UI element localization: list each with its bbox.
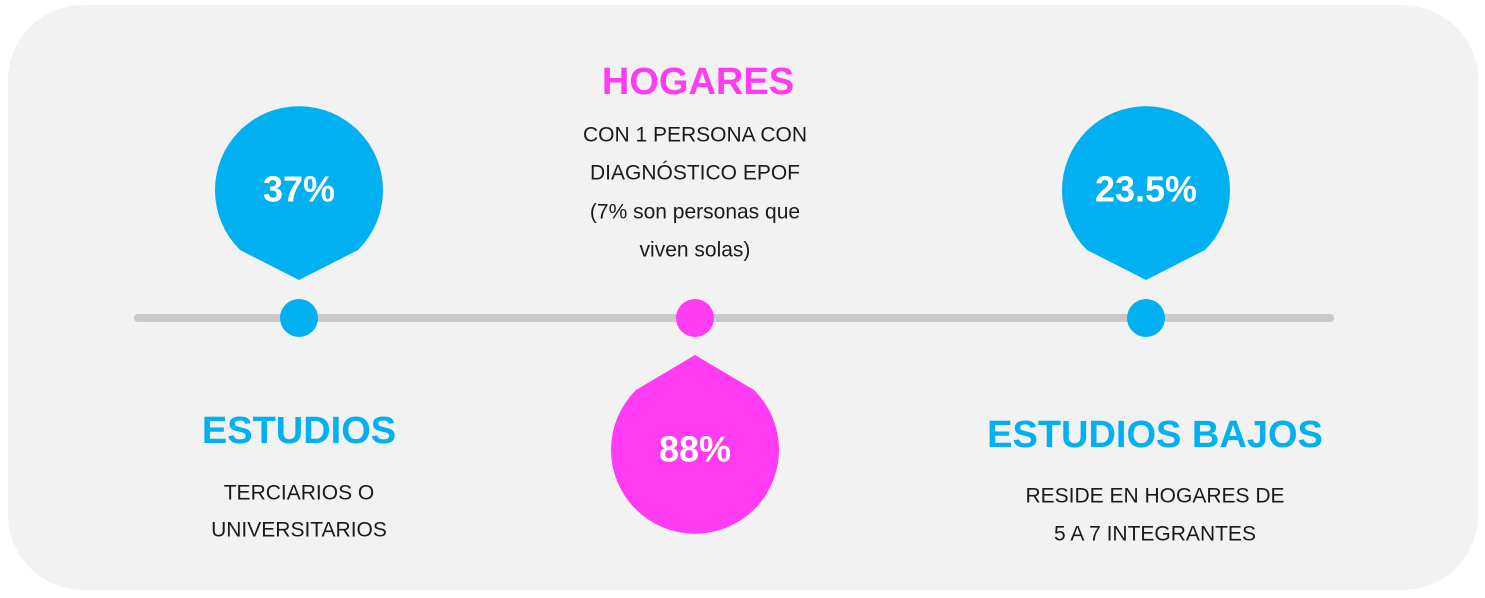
- text-line: TERCIARIOS O: [224, 482, 375, 505]
- value: 88%: [659, 429, 731, 470]
- timeline-dot: [1127, 299, 1165, 337]
- bubble: [215, 106, 384, 280]
- heading: HOGARES: [602, 61, 794, 103]
- timeline-dot: [280, 299, 318, 337]
- bubble: [611, 355, 779, 534]
- value: 37%: [263, 169, 335, 210]
- heading: ESTUDIOS: [202, 410, 396, 452]
- text-line: CON 1 PERSONA CON: [583, 124, 807, 147]
- text-line: DIAGNÓSTICO EPOF: [590, 162, 800, 185]
- text-line: (7% son personas que: [590, 201, 800, 224]
- heading: ESTUDIOS BAJOS: [987, 414, 1323, 456]
- text-line: viven solas): [640, 239, 751, 262]
- value: 23.5%: [1095, 169, 1197, 210]
- text-line: UNIVERSITARIOS: [211, 519, 387, 542]
- bubble: [1061, 106, 1230, 280]
- text-line: RESIDE EN HOGARES DE: [1025, 485, 1284, 508]
- timeline-dot: [676, 299, 714, 337]
- text-line: 5 A 7 INTEGRANTES: [1054, 523, 1256, 546]
